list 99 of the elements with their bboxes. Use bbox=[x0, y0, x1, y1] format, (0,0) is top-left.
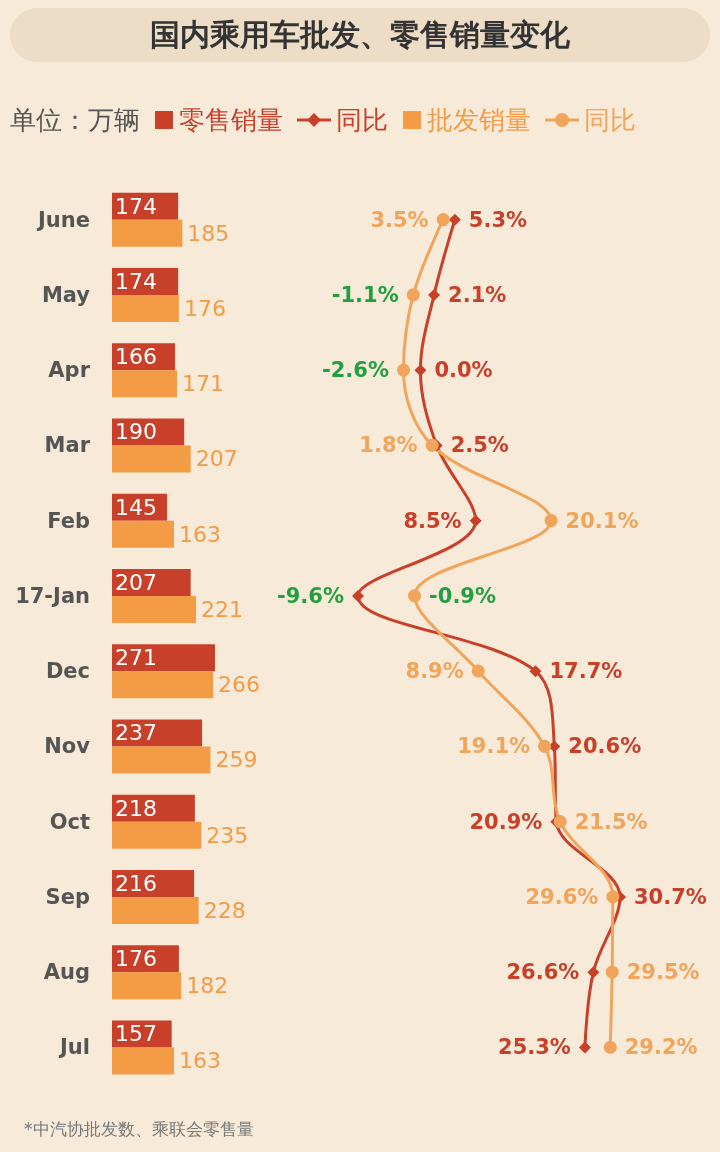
bar bbox=[112, 821, 202, 849]
point bbox=[397, 363, 411, 377]
data-label: 17.7% bbox=[549, 659, 623, 684]
y-tick-label: Apr bbox=[48, 358, 91, 383]
y-tick-label: Nov bbox=[44, 734, 91, 759]
point bbox=[471, 664, 485, 678]
text: 国内乘用车批发、零售销量变化 bbox=[10, 8, 710, 62]
data-label: 29.6% bbox=[525, 884, 599, 909]
data-label: 20.9% bbox=[469, 809, 543, 834]
point bbox=[606, 890, 620, 904]
data-label: -1.1% bbox=[331, 282, 399, 307]
data-label: 207 bbox=[195, 446, 238, 472]
data-label: 216 bbox=[115, 870, 157, 896]
data-label: 228 bbox=[203, 897, 246, 923]
data-label: 163 bbox=[178, 521, 221, 547]
y-tick-label: Sep bbox=[45, 884, 90, 909]
data-label: 221 bbox=[201, 596, 243, 622]
data-label: 8.5% bbox=[403, 508, 462, 533]
data-label: 2.1% bbox=[448, 282, 507, 307]
bar bbox=[112, 644, 215, 672]
y-tick-label: Oct bbox=[49, 809, 90, 834]
y-tick-label: 17-Jan bbox=[15, 583, 90, 608]
data-label: 174 bbox=[115, 268, 157, 294]
data-label: 8.9% bbox=[405, 659, 464, 684]
point bbox=[603, 1040, 617, 1054]
data-label: 166 bbox=[115, 344, 157, 370]
point bbox=[605, 965, 619, 979]
data-label: 29.5% bbox=[626, 960, 700, 985]
data-label: 3.5% bbox=[370, 207, 429, 232]
data-label: 0.0% bbox=[434, 358, 493, 383]
bar bbox=[112, 294, 179, 322]
point bbox=[529, 665, 542, 678]
y-tick-label: Mar bbox=[44, 433, 91, 458]
bar bbox=[112, 746, 211, 774]
point bbox=[425, 438, 439, 452]
point bbox=[587, 966, 600, 979]
bar bbox=[112, 219, 183, 247]
y-tick-label: Aug bbox=[43, 960, 90, 985]
data-label: -9.6% bbox=[277, 583, 344, 608]
legend-label: 批发销量 bbox=[427, 103, 531, 137]
data-label: 19.1% bbox=[457, 734, 531, 759]
data-label: 176 bbox=[183, 295, 226, 321]
point bbox=[538, 739, 552, 753]
bar bbox=[112, 370, 177, 398]
data-label: 30.7% bbox=[634, 884, 707, 909]
bar bbox=[112, 1047, 174, 1075]
bar bbox=[112, 520, 174, 548]
legend-label: 零售销量 bbox=[179, 103, 283, 137]
point bbox=[408, 589, 422, 603]
legend-label: 同比 bbox=[336, 103, 388, 137]
data-label: 5.3% bbox=[468, 207, 528, 232]
data-label: 235 bbox=[206, 822, 249, 848]
point bbox=[448, 213, 461, 226]
y-tick-label: May bbox=[41, 282, 91, 307]
point bbox=[406, 288, 420, 302]
text: 单位：万辆 bbox=[10, 103, 140, 137]
data-label: 259 bbox=[215, 747, 258, 773]
point bbox=[428, 288, 441, 301]
point bbox=[544, 514, 558, 528]
data-label: 171 bbox=[181, 371, 224, 397]
y-tick-label: Dec bbox=[45, 659, 90, 684]
data-label: 174 bbox=[115, 193, 157, 219]
data-label: 145 bbox=[115, 494, 157, 520]
data-label: 207 bbox=[115, 569, 157, 595]
point bbox=[553, 815, 567, 829]
bar bbox=[112, 595, 196, 623]
y-tick-label: Jul bbox=[58, 1035, 90, 1060]
data-label: 25.3% bbox=[498, 1035, 571, 1060]
data-label: 20.1% bbox=[565, 508, 639, 533]
data-label: 237 bbox=[115, 720, 157, 746]
data-label: 266 bbox=[218, 672, 261, 698]
y-tick-label: Feb bbox=[47, 508, 90, 533]
y-tick-label: June bbox=[36, 207, 90, 232]
point bbox=[352, 589, 364, 602]
data-label: 26.6% bbox=[506, 960, 580, 985]
data-label: 182 bbox=[186, 973, 229, 999]
point bbox=[436, 213, 450, 227]
data-label: 271 bbox=[115, 645, 157, 671]
data-label: 176 bbox=[115, 946, 157, 972]
data-label: 29.2% bbox=[624, 1035, 698, 1060]
data-label: 185 bbox=[187, 220, 230, 246]
data-label: 218 bbox=[115, 795, 157, 821]
data-label: 2.5% bbox=[450, 433, 509, 458]
data-label: 1.8% bbox=[359, 433, 418, 458]
data-label: -2.6% bbox=[322, 358, 390, 383]
data-label: -0.9% bbox=[429, 583, 497, 608]
data-label: 21.5% bbox=[574, 809, 648, 834]
bar bbox=[112, 671, 214, 699]
data-label: 20.6% bbox=[568, 734, 642, 759]
bar bbox=[112, 445, 191, 473]
text: *中汽协批发数、乘联会零售量 bbox=[24, 1118, 254, 1141]
bar bbox=[112, 972, 182, 1000]
data-label: 163 bbox=[178, 1048, 221, 1074]
point bbox=[469, 514, 482, 527]
point bbox=[578, 1041, 591, 1054]
data-label: 157 bbox=[115, 1021, 157, 1047]
data-label: 190 bbox=[115, 419, 157, 445]
bar bbox=[112, 896, 199, 924]
legend-label: 同比 bbox=[584, 103, 636, 137]
